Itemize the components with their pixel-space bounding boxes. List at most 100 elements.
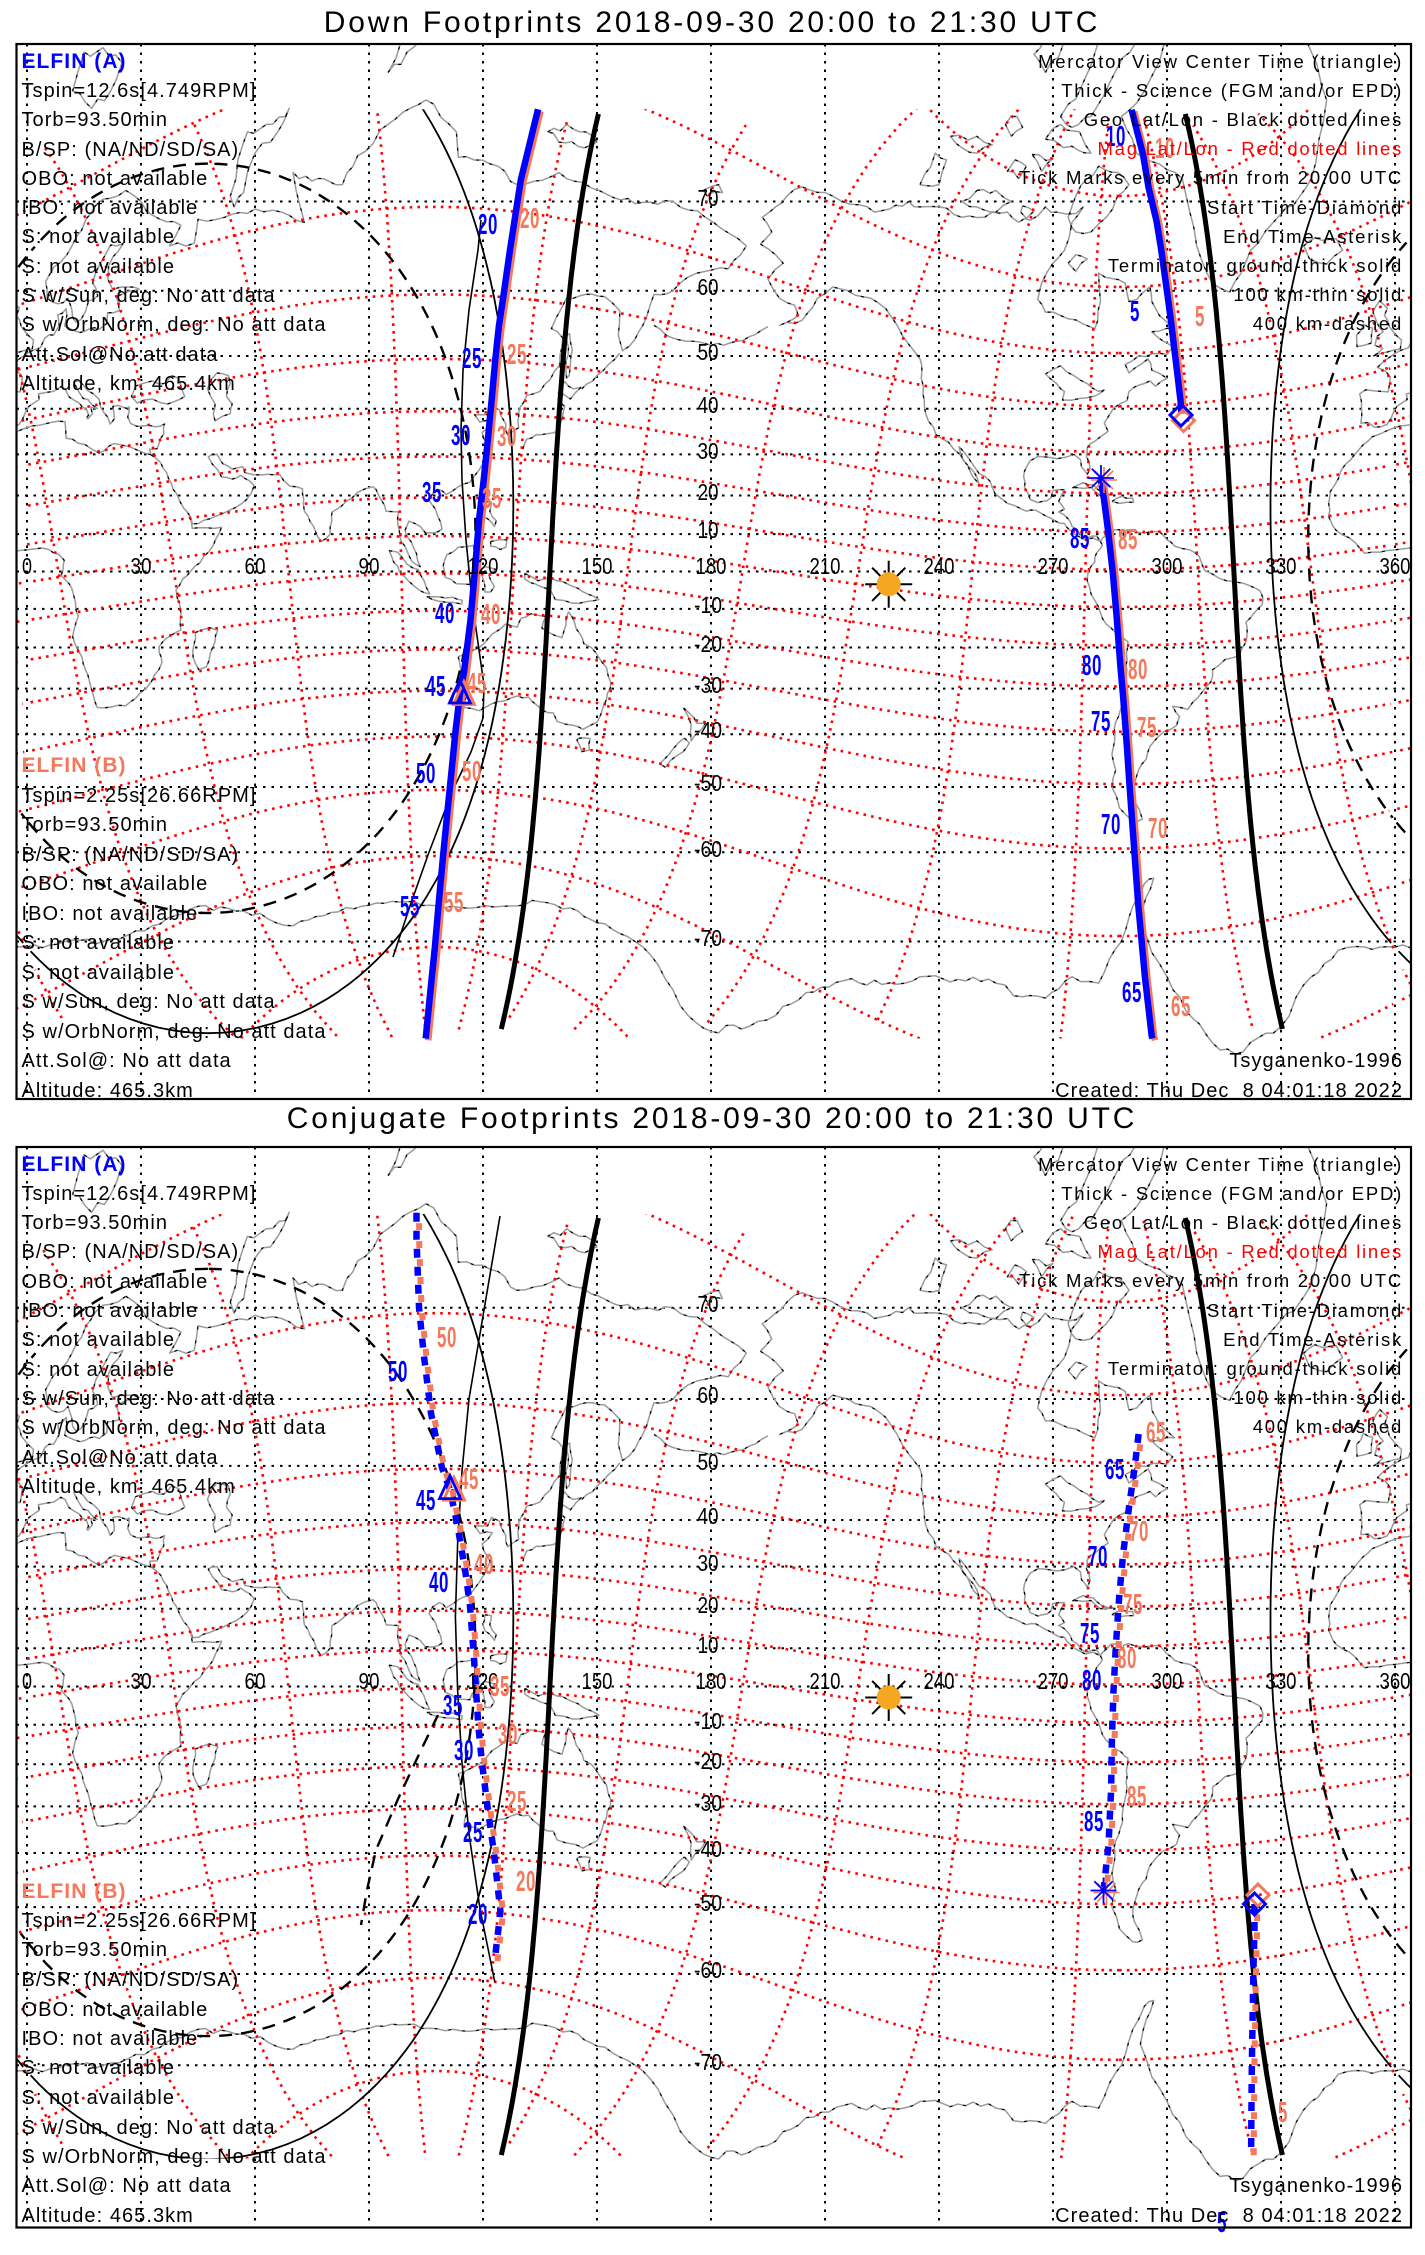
- svg-text:IBO: not available: IBO: not available: [22, 197, 199, 219]
- svg-text:180: 180: [696, 553, 727, 579]
- svg-text:OBO: not available: OBO: not available: [22, 1999, 209, 2021]
- svg-text:10: 10: [698, 517, 719, 543]
- svg-text:40: 40: [429, 1567, 449, 1599]
- svg-text:Geo Lat/Lon - Black dotted lin: Geo Lat/Lon - Black dotted lines: [1084, 109, 1403, 130]
- svg-text:Tspin=2.25s[26.66RPM]: Tspin=2.25s[26.66RPM]: [22, 785, 257, 807]
- svg-text:Terminator: ground-thick solid: Terminator: ground-thick solid: [1108, 1358, 1403, 1379]
- svg-text:60: 60: [245, 1668, 266, 1694]
- svg-text:S: not available: S: not available: [22, 962, 176, 984]
- svg-text:20: 20: [520, 203, 540, 235]
- svg-text:330: 330: [1266, 1668, 1297, 1694]
- svg-text:0: 0: [22, 1668, 32, 1694]
- svg-text:IBO: not available: IBO: not available: [22, 903, 199, 925]
- svg-text:45: 45: [416, 1485, 436, 1517]
- svg-text:Tspin=2.25s[26.66RPM]: Tspin=2.25s[26.66RPM]: [22, 1910, 257, 1932]
- svg-text:5: 5: [1217, 2207, 1227, 2239]
- svg-text:Start Time-Diamond: Start Time-Diamond: [1207, 1300, 1403, 1321]
- svg-text:30: 30: [497, 421, 517, 453]
- svg-text:Att.Sol@: No att data: Att.Sol@: No att data: [22, 2175, 232, 2197]
- svg-text:-50: -50: [694, 1890, 722, 1916]
- svg-text:70: 70: [1088, 1541, 1108, 1573]
- svg-text:OBO: not available: OBO: not available: [22, 1271, 209, 1293]
- svg-text:120: 120: [468, 1668, 499, 1694]
- svg-text:30: 30: [451, 420, 471, 452]
- svg-text:90: 90: [359, 1668, 380, 1694]
- svg-text:50: 50: [698, 1449, 719, 1475]
- svg-text:75: 75: [1123, 1589, 1143, 1621]
- svg-text:ELFIN (A): ELFIN (A): [22, 1153, 127, 1176]
- svg-text:End Time-Asterisk: End Time-Asterisk: [1223, 1329, 1403, 1350]
- svg-text:S: not available: S: not available: [22, 2087, 176, 2109]
- svg-text:80: 80: [1117, 1643, 1137, 1675]
- svg-text:20: 20: [468, 1899, 488, 1931]
- svg-text:85: 85: [1084, 1806, 1104, 1838]
- svg-text:85: 85: [1070, 523, 1090, 555]
- svg-text:35: 35: [482, 483, 502, 515]
- svg-text:S: not available: S: not available: [22, 256, 176, 278]
- svg-text:150: 150: [582, 553, 613, 579]
- svg-text:70: 70: [1148, 813, 1168, 845]
- svg-text:50: 50: [437, 1322, 457, 1354]
- svg-text:180: 180: [696, 1668, 727, 1694]
- svg-text:210: 210: [810, 553, 841, 579]
- svg-text:S: not available: S: not available: [22, 932, 176, 954]
- svg-text:IBO: not available: IBO: not available: [22, 2028, 199, 2050]
- svg-text:-20: -20: [694, 1748, 722, 1774]
- svg-text:Torb=93.50min: Torb=93.50min: [22, 814, 169, 836]
- svg-text:Tick Marks every 5min from 20:: Tick Marks every 5min from 20:00 UTC: [1019, 1270, 1403, 1291]
- svg-text:65: 65: [1122, 977, 1142, 1009]
- svg-text:ELFIN (B): ELFIN (B): [22, 1880, 127, 1903]
- svg-text:30: 30: [698, 438, 719, 464]
- svg-text:400 km-dashed: 400 km-dashed: [1253, 313, 1403, 334]
- svg-text:45: 45: [426, 671, 446, 703]
- svg-text:30: 30: [454, 1735, 474, 1767]
- svg-text:270: 270: [1038, 553, 1069, 579]
- svg-text:ELFIN (A): ELFIN (A): [22, 50, 127, 73]
- svg-text:-30: -30: [694, 672, 722, 698]
- svg-text:S: not available: S: not available: [22, 2057, 176, 2079]
- svg-text:70: 70: [698, 1291, 719, 1317]
- svg-text:360: 360: [1380, 1668, 1411, 1694]
- svg-text:Tick Marks every 5min from 20:: Tick Marks every 5min from 20:00 UTC: [1019, 167, 1403, 188]
- svg-text:S w/Sun, deg: No att data: S w/Sun, deg: No att data: [22, 2117, 276, 2139]
- svg-text:Thick - Science (FGM and/or EP: Thick - Science (FGM and/or EPD): [1061, 80, 1403, 101]
- svg-text:50: 50: [698, 339, 719, 365]
- svg-text:-10: -10: [694, 1708, 722, 1734]
- svg-text:35: 35: [490, 1671, 510, 1703]
- svg-text:70: 70: [1129, 1516, 1149, 1548]
- svg-text:60: 60: [698, 274, 719, 300]
- svg-text:-70: -70: [694, 2049, 722, 2075]
- svg-text:Att.Sol@: No att data: Att.Sol@: No att data: [22, 1050, 232, 1072]
- svg-text:65: 65: [1171, 991, 1191, 1023]
- svg-text:20: 20: [698, 479, 719, 505]
- svg-text:45: 45: [459, 1464, 479, 1496]
- svg-text:S w/OrbNorm, deg: No att data: S w/OrbNorm, deg: No att data: [22, 1021, 327, 1043]
- svg-text:55: 55: [400, 891, 420, 923]
- svg-text:Torb=93.50min: Torb=93.50min: [22, 1939, 169, 1961]
- svg-text:S w/OrbNorm, deg: No att data: S w/OrbNorm, deg: No att data: [22, 314, 327, 336]
- svg-text:80: 80: [1082, 1665, 1102, 1697]
- svg-text:40: 40: [698, 1503, 719, 1529]
- svg-text:Att.Sol@No att data: Att.Sol@No att data: [22, 344, 219, 366]
- svg-text:75: 75: [1137, 712, 1157, 744]
- svg-text:60: 60: [245, 553, 266, 579]
- svg-text:Down Footprints 2018-09-30 20:: Down Footprints 2018-09-30 20:00 to 21:3…: [324, 6, 1100, 39]
- svg-text:S w/Sun, deg: No att data: S w/Sun, deg: No att data: [22, 285, 276, 307]
- svg-text:Tsyganenko-1996: Tsyganenko-1996: [1229, 2175, 1403, 2197]
- svg-text:40: 40: [435, 598, 455, 630]
- svg-text:-10: -10: [694, 592, 722, 618]
- svg-text:Altitude, km: 465.4km: Altitude, km: 465.4km: [22, 373, 236, 395]
- svg-text:5: 5: [1130, 296, 1140, 328]
- svg-text:Start Time-Diamond: Start Time-Diamond: [1207, 197, 1403, 218]
- svg-text:End Time-Asterisk: End Time-Asterisk: [1223, 226, 1403, 247]
- svg-text:10: 10: [698, 1632, 719, 1658]
- svg-text:Mag Lat/Lon - Red dotted lines: Mag Lat/Lon - Red dotted lines: [1098, 1241, 1404, 1262]
- svg-text:20: 20: [516, 1866, 536, 1898]
- svg-text:Geo Lat/Lon - Black dotted lin: Geo Lat/Lon - Black dotted lines: [1084, 1212, 1403, 1233]
- svg-text:210: 210: [810, 1668, 841, 1694]
- svg-text:80: 80: [1082, 650, 1102, 682]
- svg-text:0: 0: [22, 553, 32, 579]
- svg-text:50: 50: [388, 1356, 408, 1388]
- svg-text:30: 30: [131, 553, 152, 579]
- svg-text:25: 25: [462, 343, 482, 375]
